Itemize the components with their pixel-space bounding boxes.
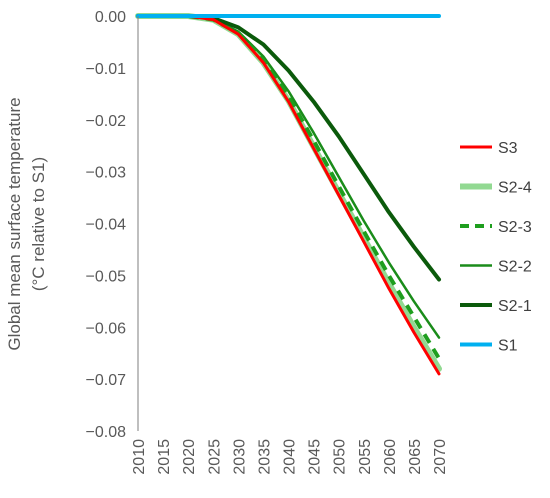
x-tick-label: 2015 [156,439,173,475]
y-tick-label: −0.08 [86,424,127,441]
legend-label-s1: S1 [498,338,518,355]
x-tick-label: 2025 [206,439,223,475]
x-tick-label: 2050 [332,439,349,475]
legend-label-s2-2: S2-2 [498,259,532,276]
y-tick-label: −0.05 [86,268,127,285]
legend: S3 S2-4 S2-3 S2-2 S2-1 S1 [460,140,532,355]
x-tick-label: 2060 [382,439,399,475]
x-tick-label: 2070 [432,439,449,475]
y-axis-label-line-2: (°C relative to S1) [29,157,48,291]
x-tick-label: 2045 [307,439,324,475]
x-tick-label: 2055 [357,439,374,475]
y-tick-label: 0.00 [95,9,126,26]
legend-label-s2-1: S2-1 [498,298,532,315]
legend-label-s3: S3 [498,140,518,157]
y-axis-ticks: 0.00 −0.01 −0.02 −0.03 −0.04 −0.05 −0.06 −0.07 −… [86,9,127,441]
x-tick-label: 2065 [407,439,424,475]
y-tick-label: −0.02 [86,113,127,130]
legend-label-s2-3: S2-3 [498,219,532,236]
y-tick-label: −0.01 [86,61,127,78]
x-tick-label: 2040 [282,439,299,475]
y-tick-label: −0.06 [86,320,127,337]
y-tick-label: −0.07 [86,372,127,389]
y-axis-label: Global mean surface temperature (°C rela… [5,97,48,350]
y-tick-label: −0.03 [86,165,127,182]
x-tick-label: 2020 [181,439,198,475]
x-tick-label: 2030 [231,439,248,475]
x-tick-label: 2010 [131,439,148,475]
y-axis-label-line-1: Global mean surface temperature [5,97,24,350]
x-axis-ticks: 2010 2015 2020 2025 2030 2035 2040 2045 2050 2055… [131,439,449,475]
series-line-s2-1 [136,14,441,282]
y-tick-label: −0.04 [86,217,127,234]
x-tick-label: 2035 [256,439,273,475]
plot-area [135,13,442,376]
legend-label-s2-4: S2-4 [498,180,532,197]
series-line-s2-3 [138,14,441,360]
